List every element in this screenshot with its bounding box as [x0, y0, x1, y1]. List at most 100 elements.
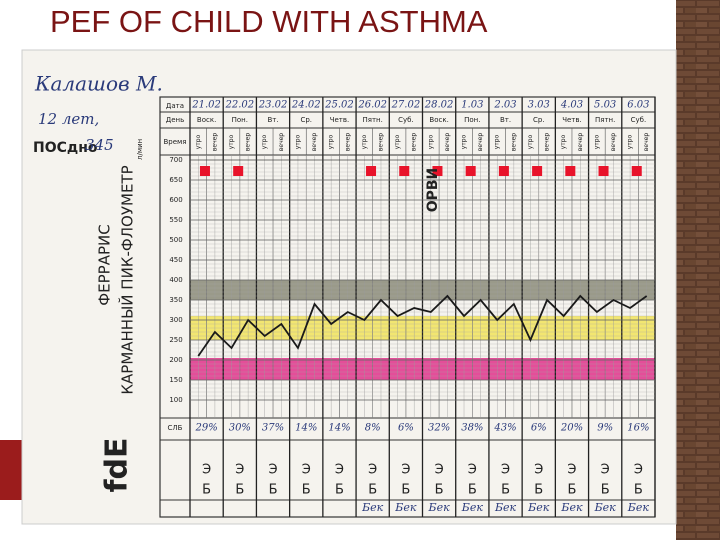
time-label: вечер: [211, 133, 218, 151]
norm-label: ПОСдно: [33, 140, 98, 156]
day-label: Ср.: [300, 116, 312, 124]
slide-title: PEF OF CHILD WITH ASTHMA: [50, 4, 488, 39]
time-label: утро: [195, 134, 202, 149]
day-label: Пятн.: [362, 116, 382, 124]
therapy-top: Э: [567, 463, 576, 478]
y-tick-label: 550: [169, 216, 182, 224]
day-label: Вт.: [267, 116, 278, 124]
day-label: Воск.: [197, 116, 216, 124]
time-label: утро: [261, 134, 268, 149]
red-marker: [233, 166, 244, 176]
therapy-extra: Бек: [361, 501, 384, 514]
therapy-bottom: Б: [335, 483, 344, 498]
patient-age: 12 лет,: [38, 110, 99, 128]
therapy-extra: Бек: [394, 501, 417, 514]
row-label: СЛБ: [168, 424, 183, 432]
time-label: вечер: [377, 133, 384, 151]
time-label: утро: [294, 134, 301, 149]
day-label: Воск.: [429, 116, 448, 124]
red-marker: [565, 166, 576, 176]
slb-value: 6%: [398, 423, 414, 434]
therapy-bottom: Б: [302, 483, 311, 498]
therapy-top: Э: [401, 463, 410, 478]
time-label: вечер: [311, 133, 318, 151]
therapy-top: Э: [634, 463, 643, 478]
device-brand: ФЕРРАРИС: [96, 224, 114, 305]
time-label: утро: [328, 134, 335, 149]
time-label: утро: [527, 134, 534, 149]
y-tick-label: 500: [169, 236, 182, 244]
time-label: утро: [593, 134, 600, 149]
therapy-bottom: Б: [235, 483, 244, 498]
time-label: утро: [494, 134, 501, 149]
therapy-top: Э: [368, 463, 377, 478]
slb-value: 14%: [328, 423, 350, 434]
red-marker: [465, 166, 476, 176]
therapy-extra: Бек: [494, 501, 517, 514]
time-label: вечер: [344, 133, 351, 151]
slb-value: 38%: [461, 423, 483, 434]
therapy-extra: Бек: [527, 501, 550, 514]
therapy-extra: Бек: [428, 501, 451, 514]
patient-name: Калашов М.: [34, 72, 163, 96]
time-label: утро: [627, 134, 634, 149]
date-label: 23.02: [258, 100, 288, 111]
slb-value: 8%: [365, 423, 381, 434]
slb-value: 37%: [262, 423, 284, 434]
time-label: утро: [228, 134, 235, 149]
therapy-top: Э: [601, 463, 610, 478]
time-label: вечер: [510, 133, 517, 151]
time-label: вечер: [444, 133, 451, 151]
therapy-top: Э: [302, 463, 311, 478]
date-label: 2.03: [493, 100, 516, 111]
y-tick-label: 100: [169, 396, 182, 404]
red-marker: [432, 166, 443, 176]
red-marker: [532, 166, 543, 176]
date-label: 26.02: [357, 100, 387, 111]
logo: fdE: [100, 437, 135, 492]
device-name: КАРМАННЫЙ ПИК-ФЛОУМЕТР: [118, 165, 137, 394]
day-label: Вт.: [500, 116, 511, 124]
norm-unit: л/мин: [136, 139, 144, 160]
slb-value: 20%: [560, 423, 583, 434]
y-tick-label: 150: [169, 376, 182, 384]
date-label: 28.02: [424, 100, 454, 111]
slb-value: 9%: [597, 423, 613, 434]
therapy-top: Э: [235, 463, 244, 478]
slb-value: 32%: [428, 423, 450, 434]
therapy-bottom: Б: [634, 483, 643, 498]
therapy-top: Э: [335, 463, 344, 478]
y-tick-label: 250: [169, 336, 182, 344]
time-label: вечер: [245, 133, 252, 151]
y-tick-label: 400: [169, 276, 182, 284]
therapy-bottom: Б: [534, 483, 543, 498]
row-label: Дата: [166, 102, 184, 110]
time-label: вечер: [411, 133, 418, 151]
red-marker: [598, 166, 609, 176]
norm-value: 345: [85, 136, 114, 154]
red-marker: [366, 166, 377, 176]
slb-value: 30%: [229, 423, 251, 434]
time-label: утро: [427, 134, 434, 149]
y-tick-label: 700: [169, 156, 182, 164]
date-label: 1.03: [461, 100, 483, 111]
time-label: вечер: [278, 133, 285, 151]
date-label: 22.02: [225, 100, 255, 111]
therapy-bottom: Б: [501, 483, 510, 498]
therapy-bottom: Б: [368, 483, 377, 498]
time-label: утро: [361, 134, 368, 149]
therapy-bottom: Б: [202, 483, 211, 498]
slb-value: 14%: [295, 423, 317, 434]
day-label: Суб.: [631, 116, 647, 124]
y-tick-label: 600: [169, 196, 182, 204]
therapy-extra: Бек: [594, 501, 617, 514]
therapy-top: Э: [202, 463, 211, 478]
time-label: вечер: [544, 133, 551, 151]
day-label: Четв.: [330, 116, 350, 124]
therapy-top: Э: [501, 463, 510, 478]
slb-value: 16%: [627, 423, 649, 434]
date-label: 25.02: [324, 100, 354, 111]
row-label: День: [166, 116, 184, 124]
